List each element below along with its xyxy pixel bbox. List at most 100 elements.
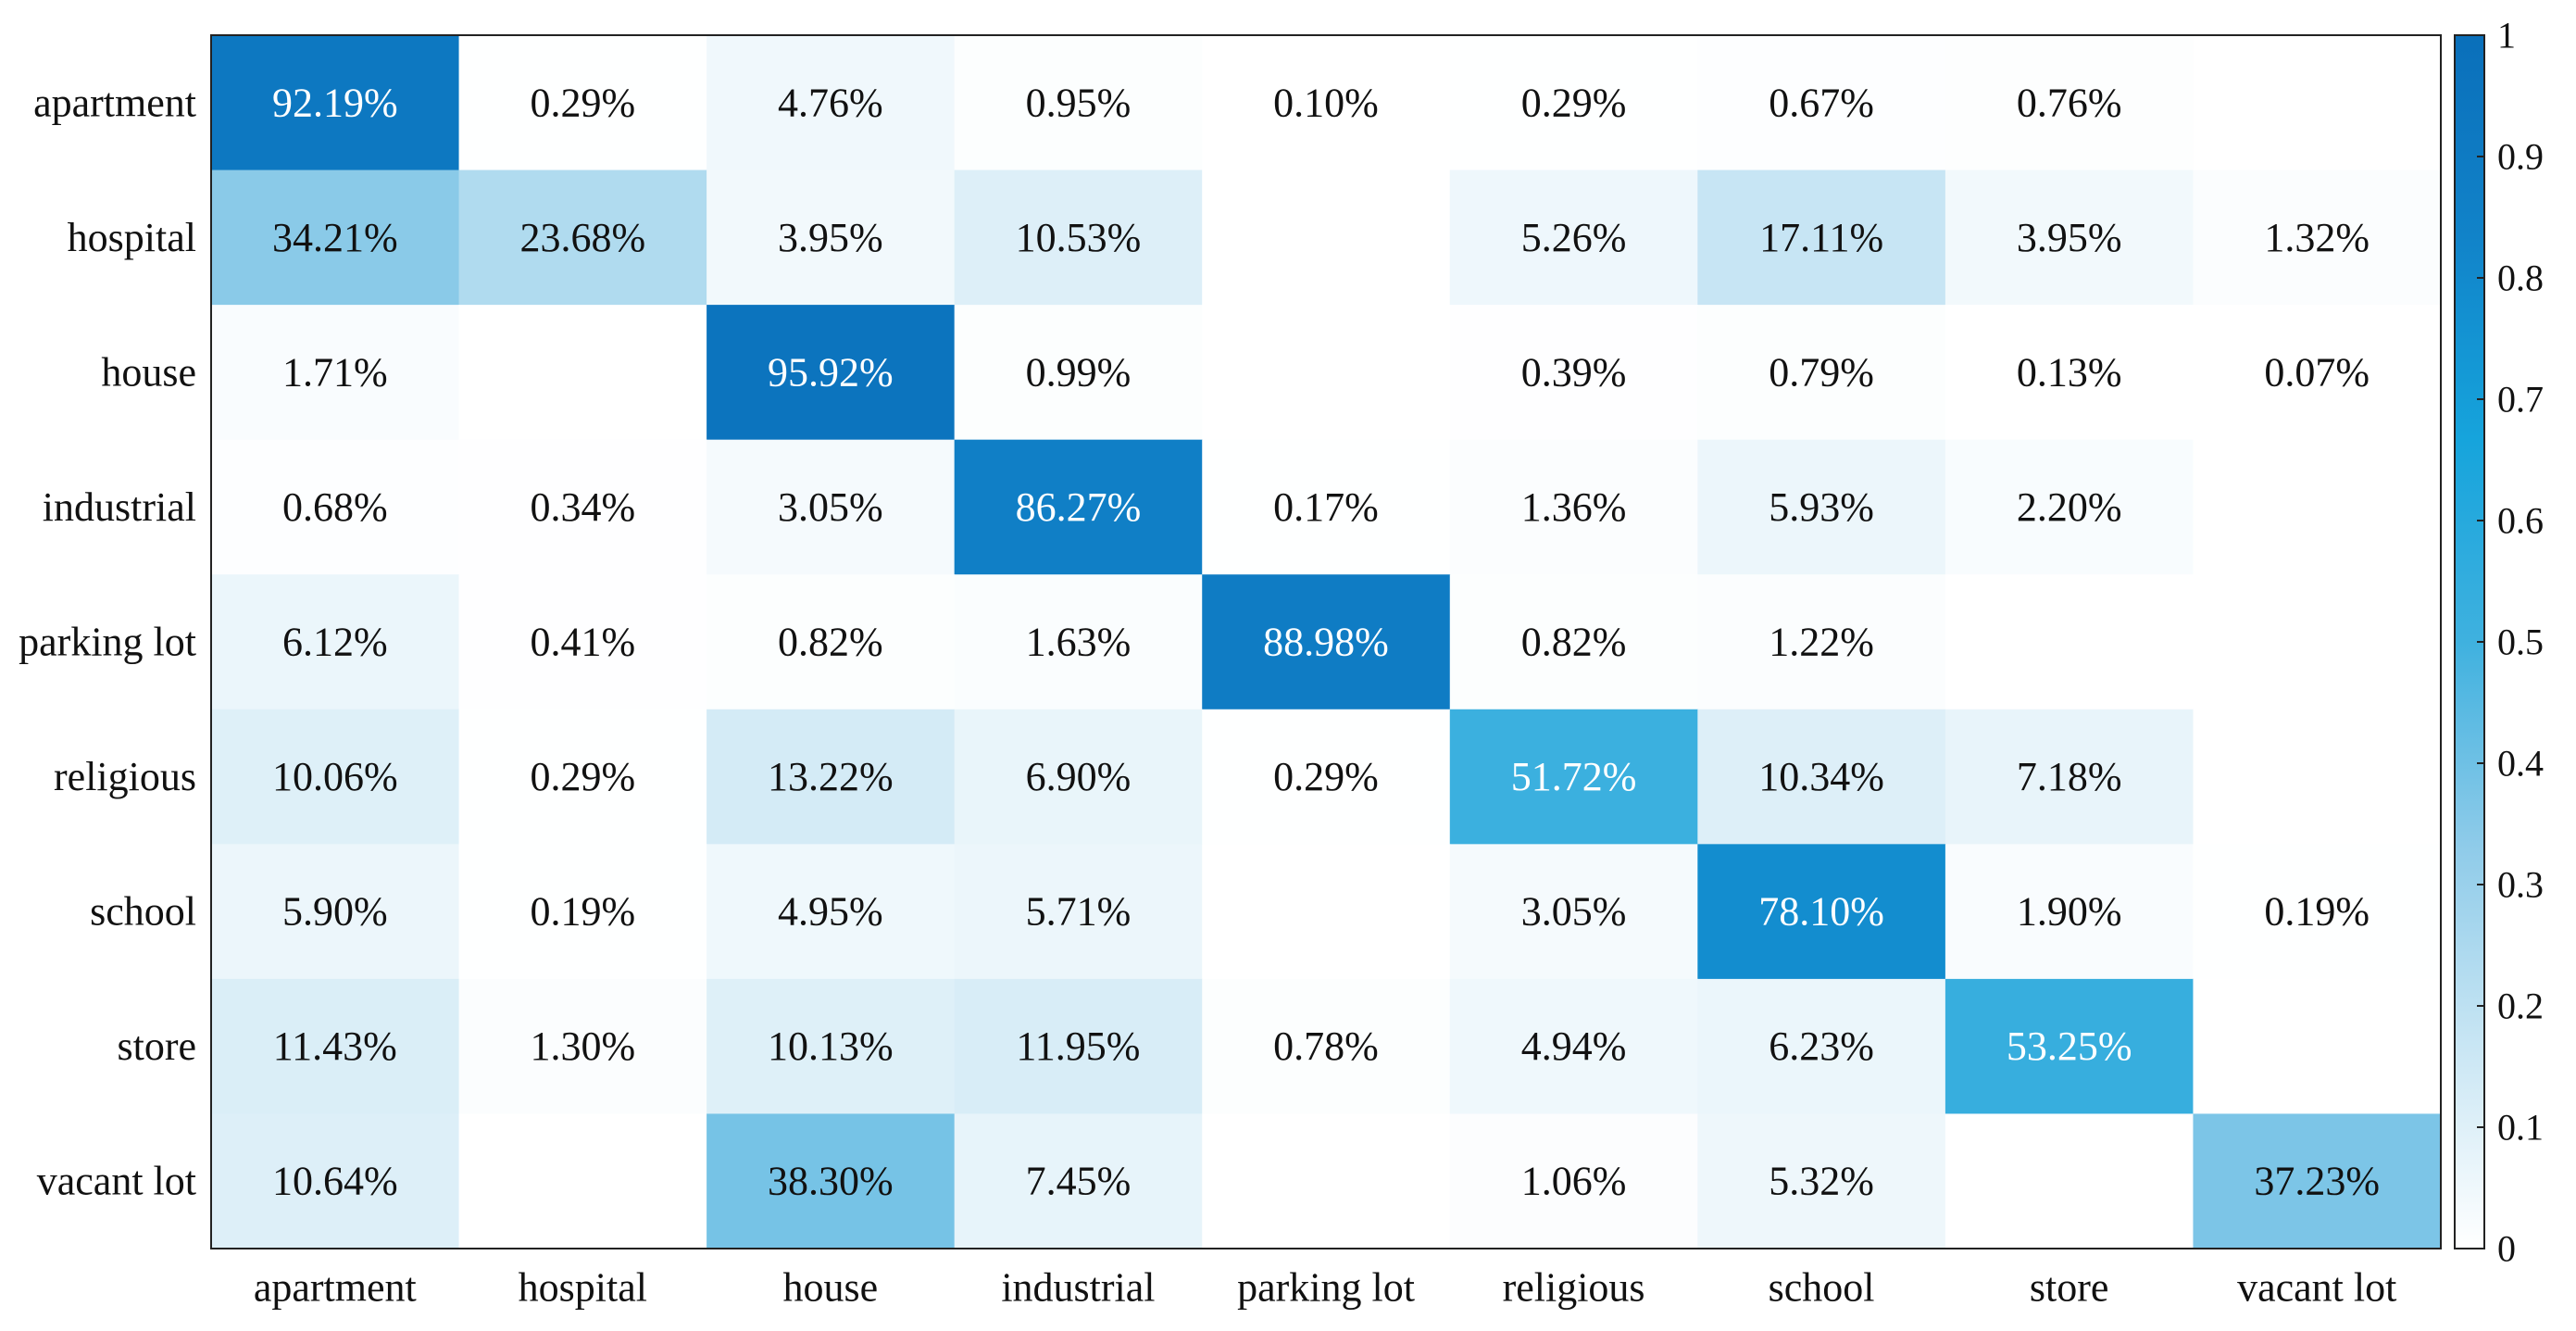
- cell-value-label: 0.19%: [531, 889, 636, 935]
- cell-value-label: 1.90%: [2017, 889, 2122, 935]
- cell-value-label: 0.41%: [531, 620, 636, 665]
- heatmap-cell: [1697, 170, 1946, 306]
- heatmap-cell: [954, 844, 1203, 980]
- heatmap-cell: [954, 978, 1203, 1115]
- cell-value-label: 1.63%: [1026, 620, 1132, 665]
- heatmap-cell: [1202, 978, 1451, 1115]
- colorbar-tick-label: 0.5: [2497, 622, 2544, 663]
- cell-value-label: 0.19%: [2264, 889, 2370, 935]
- heatmap-cell: [2193, 844, 2442, 980]
- heatmap-cell: [1449, 170, 1698, 306]
- heatmap-cell: [707, 35, 956, 171]
- heatmap-cell: [211, 35, 460, 171]
- cell-value-label: 3.95%: [2017, 215, 2122, 260]
- cell-value-label: 92.19%: [272, 80, 398, 125]
- cell-value-label: 0.17%: [1273, 484, 1379, 530]
- cell-value-label: 0.29%: [531, 754, 636, 799]
- cell-value-label: 5.93%: [1769, 484, 1874, 530]
- heatmap-cell: [1945, 844, 2195, 980]
- x-tick-label: religious: [1503, 1265, 1645, 1311]
- heatmap-cell: [458, 978, 707, 1115]
- y-tick-label: apartment: [33, 80, 196, 125]
- cell-value-label: 88.98%: [1263, 620, 1389, 665]
- colorbar-tick-label: 0.6: [2497, 500, 2544, 542]
- cell-value-label: 6.12%: [282, 620, 388, 665]
- heatmap-cell: [211, 709, 460, 845]
- cell-value-label: 10.53%: [1016, 215, 1142, 260]
- heatmap-cell: [1202, 574, 1451, 710]
- heatmap-cell: [211, 305, 460, 441]
- x-tick-label: house: [783, 1265, 879, 1311]
- heatmap-cell: [458, 439, 707, 575]
- cell-value-label: 0.13%: [2017, 349, 2122, 395]
- cell-value-label: 6.23%: [1769, 1023, 1874, 1069]
- cell-value-label: 0.82%: [778, 620, 883, 665]
- colorbar-tick-label: 0.3: [2497, 864, 2544, 906]
- heatmap-cell: [458, 1113, 707, 1249]
- heatmap-cell: [211, 170, 460, 306]
- heatmap-cell: [458, 574, 707, 710]
- heatmap-cell: [707, 439, 956, 575]
- heatmap-cell: [1202, 709, 1451, 845]
- heatmap-cell: [1449, 978, 1698, 1115]
- heatmap-cell: [1449, 1113, 1698, 1249]
- cell-value-label: 0.99%: [1026, 349, 1132, 395]
- cell-value-label: 1.36%: [1521, 484, 1627, 530]
- heatmap-cell: [1945, 978, 2195, 1115]
- y-tick-label: vacant lot: [37, 1159, 196, 1204]
- heatmap-cell: [954, 574, 1203, 710]
- heatmap-cell: [954, 439, 1203, 575]
- cell-value-label: 0.29%: [1273, 754, 1379, 799]
- x-tick-label: parking lot: [1237, 1265, 1415, 1311]
- cell-value-label: 1.22%: [1769, 620, 1874, 665]
- heatmap-cell: [1449, 439, 1698, 575]
- heatmap-cell: [2193, 1113, 2442, 1249]
- cell-value-label: 95.92%: [768, 349, 894, 395]
- heatmap-cell: [1945, 35, 2195, 171]
- heatmap-cell: [1945, 439, 2195, 575]
- cell-value-label: 0.07%: [2264, 349, 2370, 395]
- cell-value-label: 10.06%: [272, 754, 398, 799]
- heatmap-cell: [954, 305, 1203, 441]
- heatmap-cell: [211, 978, 460, 1115]
- cell-value-label: 13.22%: [768, 754, 894, 799]
- colorbar-tick-label: 1: [2497, 15, 2516, 57]
- heatmap-cell: [211, 844, 460, 980]
- cell-value-label: 10.64%: [272, 1159, 398, 1204]
- cell-value-label: 0.68%: [282, 484, 388, 530]
- heatmap-cell: [1697, 574, 1946, 710]
- heatmap-cell: [211, 574, 460, 710]
- heatmap-cell: [2193, 978, 2442, 1115]
- heatmap-cell: [954, 35, 1203, 171]
- colorbar-tick-label: 0.9: [2497, 136, 2544, 178]
- cell-value-label: 78.10%: [1758, 889, 1884, 935]
- x-tick-label: vacant lot: [2237, 1265, 2396, 1311]
- heatmap-cell: [1697, 305, 1946, 441]
- cell-value-label: 0.29%: [531, 80, 636, 125]
- cell-value-label: 5.90%: [282, 889, 388, 935]
- cell-value-label: 23.68%: [520, 215, 646, 260]
- heatmap-cell: [458, 35, 707, 171]
- cell-value-label: 3.05%: [1521, 889, 1627, 935]
- cell-value-label: 7.18%: [2017, 754, 2122, 799]
- cell-value-label: 86.27%: [1016, 484, 1142, 530]
- heatmap-cell: [1697, 978, 1946, 1115]
- cell-value-label: 0.95%: [1026, 80, 1132, 125]
- heatmap-cell: [954, 1113, 1203, 1249]
- cell-value-label: 1.32%: [2264, 215, 2370, 260]
- cell-value-label: 4.76%: [778, 80, 883, 125]
- heatmap-cell: [1697, 35, 1946, 171]
- heatmap-cell: [2193, 170, 2442, 306]
- x-tick-label: apartment: [254, 1265, 417, 1311]
- colorbar-tick-label: 0.1: [2497, 1107, 2544, 1149]
- heatmap-cell: [1945, 170, 2195, 306]
- cell-value-label: 0.29%: [1521, 80, 1627, 125]
- cell-value-label: 0.67%: [1769, 80, 1874, 125]
- heatmap-cell: [1202, 170, 1451, 306]
- heatmap-cell: [211, 439, 460, 575]
- heatmap-cell: [1697, 844, 1946, 980]
- heatmap-cell: [458, 844, 707, 980]
- heatmap-cell: [1202, 1113, 1451, 1249]
- y-tick-label: hospital: [68, 215, 196, 260]
- cell-value-label: 10.34%: [1758, 754, 1884, 799]
